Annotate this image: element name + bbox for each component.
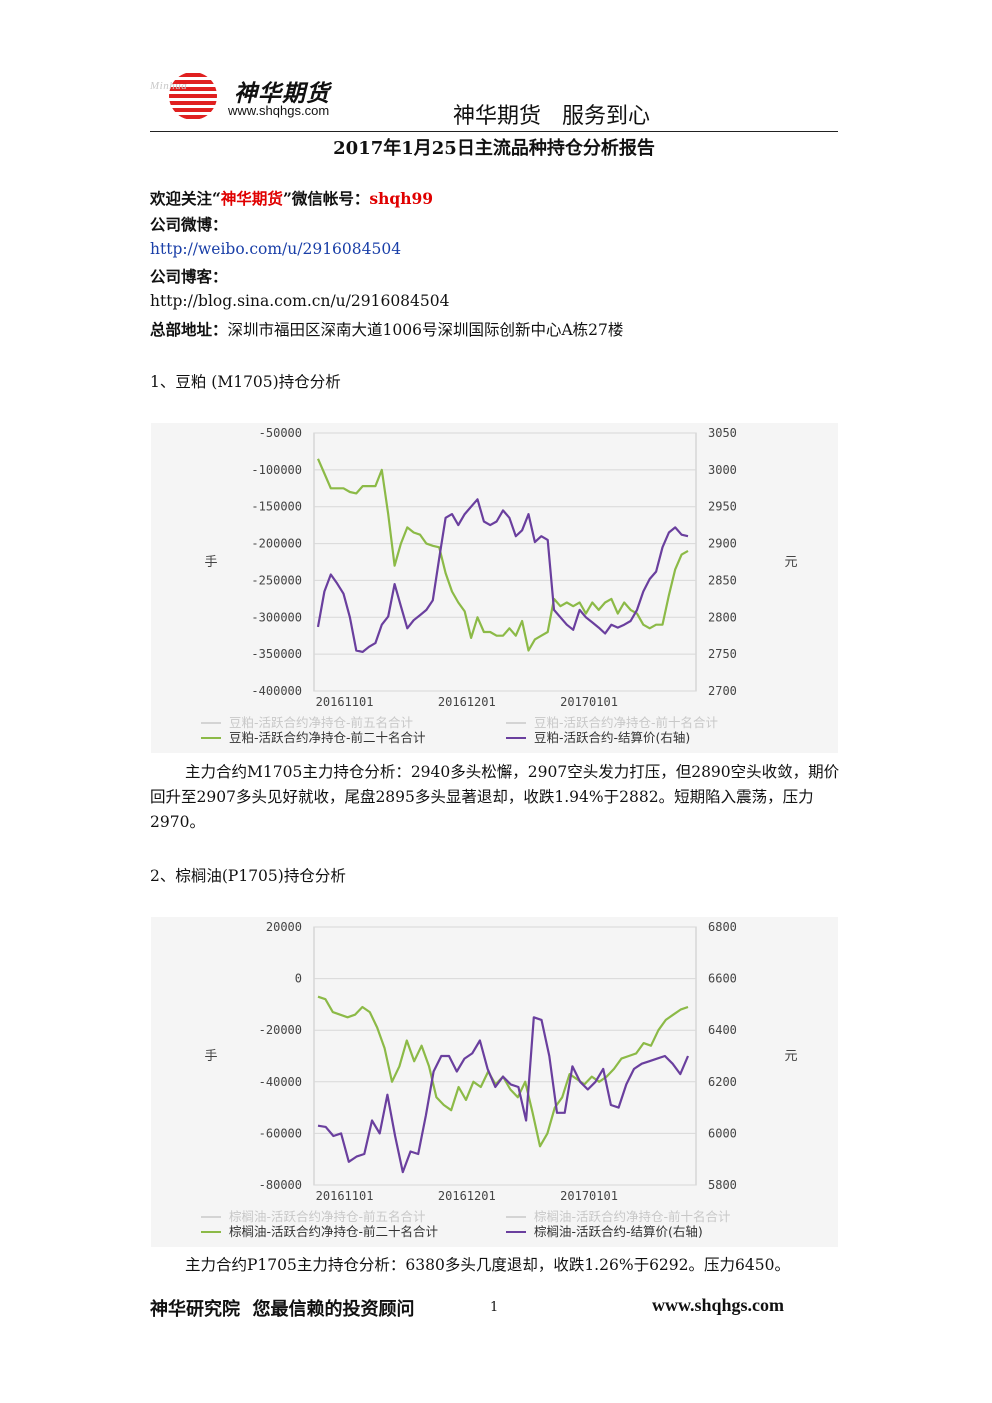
y-right-tick-label: 5800 <box>708 1178 737 1192</box>
y-left-tick-label: -150000 <box>251 500 302 514</box>
y-left-tick-label: -350000 <box>251 647 302 661</box>
logo-watermark: Minhua <box>150 80 188 92</box>
page-number: 1 <box>490 1300 499 1315</box>
report-title: 2017年1月25日主流品种持仓分析报告 <box>333 138 655 159</box>
y-left-tick-label: 20000 <box>266 920 302 934</box>
x-tick-label: 20161101 <box>316 1189 374 1203</box>
header-slogan: 神华期货 服务到心 <box>453 104 650 129</box>
soymeal-chart-svg: -50000 -100000 -150000 -200000 -250000 -30000… <box>201 426 798 745</box>
y-right-tick-label: 6800 <box>708 920 737 934</box>
y-left-tick-label: -300000 <box>251 610 302 624</box>
y-left-axis-label: 手 <box>204 555 217 570</box>
soymeal-analysis: 主力合约M1705主力持仓分析：2940多头松懈，2907空头发力打压，但289… <box>150 763 840 831</box>
wechat-line: 欢迎关注“神华期货”微信帐号：shqh99 <box>150 187 433 209</box>
blog-label: 公司博客： <box>150 267 228 286</box>
y-left-tick-label: -100000 <box>251 463 302 477</box>
y-right-tick-label: 6000 <box>708 1126 737 1140</box>
y-right-tick-label: 6600 <box>708 972 737 986</box>
blog-link[interactable]: http://blog.sina.com.cn/u/2916084504 <box>150 292 450 310</box>
legend-label: 棕榈油-活跃合约净持仓-前二十名合计 <box>229 1224 438 1239</box>
y-right-tick-label: 2700 <box>708 684 737 698</box>
y-left-axis-label: 手 <box>204 1049 217 1064</box>
x-tick-label: 20170101 <box>560 1189 618 1203</box>
legend-label: 豆粕-活跃合约净持仓-前五名合计 <box>229 715 413 730</box>
y-right-axis-label: 元 <box>784 555 797 570</box>
x-tick-label: 20161201 <box>438 1189 496 1203</box>
palmoil-chart: 20000 0 -20000 -40000 -60000 -80000 6800 6600 64… <box>151 917 838 1247</box>
y-left-tick-label: 0 <box>295 972 302 986</box>
wechat-mid: ”微信帐号： <box>282 189 370 208</box>
section-heading-soymeal: 1、豆粕 (M1705)持仓分析 <box>150 373 341 391</box>
y-right-tick-label: 6400 <box>708 1023 737 1037</box>
y-left-tick-label: -60000 <box>259 1126 302 1140</box>
plot-area <box>313 432 697 692</box>
y-right-tick-label: 3000 <box>708 463 737 477</box>
y-right-tick-label: 2750 <box>708 647 737 661</box>
y-right-axis-label: 元 <box>784 1049 797 1064</box>
series-line-3 <box>317 1016 690 1174</box>
y-right-tick-label: 6200 <box>708 1075 737 1089</box>
palmoil-chart-svg: 20000 0 -20000 -40000 -60000 -80000 6800 6600 64… <box>201 920 798 1239</box>
legend-label: 豆粕-活跃合约-结算价(右轴) <box>534 730 690 745</box>
wechat-id: shqh99 <box>369 189 434 208</box>
x-tick-label: 20170101 <box>560 695 618 709</box>
weibo-label: 公司微博： <box>150 215 228 234</box>
y-right-tick-label: 3050 <box>708 426 737 440</box>
logo-url: www.shqhgs.com <box>228 103 330 118</box>
plot-area <box>313 926 697 1186</box>
y-left-tick-label: -400000 <box>251 684 302 698</box>
y-right-tick-label: 2900 <box>708 537 737 551</box>
header-divider <box>150 131 838 132</box>
weibo-link[interactable]: http://weibo.com/u/2916084504 <box>150 240 402 258</box>
wechat-brand: 神华期货 <box>220 189 283 208</box>
palmoil-analysis: 主力合约P1705主力持仓分析：6380多头几度退却，收跌1.26%于6292。… <box>185 1256 790 1274</box>
section-heading-palmoil: 2、棕榈油(P1705)持仓分析 <box>150 867 346 885</box>
address-label: 总部地址： <box>150 320 228 339</box>
legend-label: 棕榈油-活跃合约净持仓-前十名合计 <box>534 1209 731 1224</box>
footer-url[interactable]: www.shqhgs.com <box>652 1295 785 1315</box>
wechat-prefix: 欢迎关注“ <box>150 189 221 208</box>
legend-label: 豆粕-活跃合约净持仓-前十名合计 <box>534 715 718 730</box>
legend-label: 棕榈油-活跃合约净持仓-前五名合计 <box>229 1209 426 1224</box>
legend-label: 棕榈油-活跃合约-结算价(右轴) <box>534 1224 703 1239</box>
y-left-tick-label: -80000 <box>259 1178 302 1192</box>
y-left-tick-label: -200000 <box>251 537 302 551</box>
y-left-tick-label: -40000 <box>259 1075 302 1089</box>
footer-slogan: 神华研究院 您最信赖的投资顾问 <box>150 1299 415 1320</box>
x-tick-label: 20161101 <box>316 695 374 709</box>
x-tick-label: 20161201 <box>438 695 496 709</box>
series-line-3 <box>316 498 689 653</box>
address-text: 深圳市福田区深南大道1006号深圳国际创新中心A栋27楼 <box>227 321 624 339</box>
company-logo-icon <box>169 72 217 120</box>
soymeal-chart: -50000 -100000 -150000 -200000 -250000 -30000… <box>151 423 838 753</box>
address-line: 总部地址：深圳市福田区深南大道1006号深圳国际创新中心A栋27楼 <box>150 318 623 340</box>
y-left-tick-label: -250000 <box>251 573 302 587</box>
y-right-tick-label: 2850 <box>708 573 737 587</box>
y-right-tick-label: 2800 <box>708 610 737 624</box>
logo-text: 神华期货 <box>234 81 330 107</box>
legend-label: 豆粕-活跃合约净持仓-前二十名合计 <box>229 730 426 745</box>
y-left-tick-label: -20000 <box>259 1023 302 1037</box>
series-line-2 <box>316 458 689 652</box>
y-left-tick-label: -50000 <box>259 426 302 440</box>
y-right-tick-label: 2950 <box>708 500 737 514</box>
